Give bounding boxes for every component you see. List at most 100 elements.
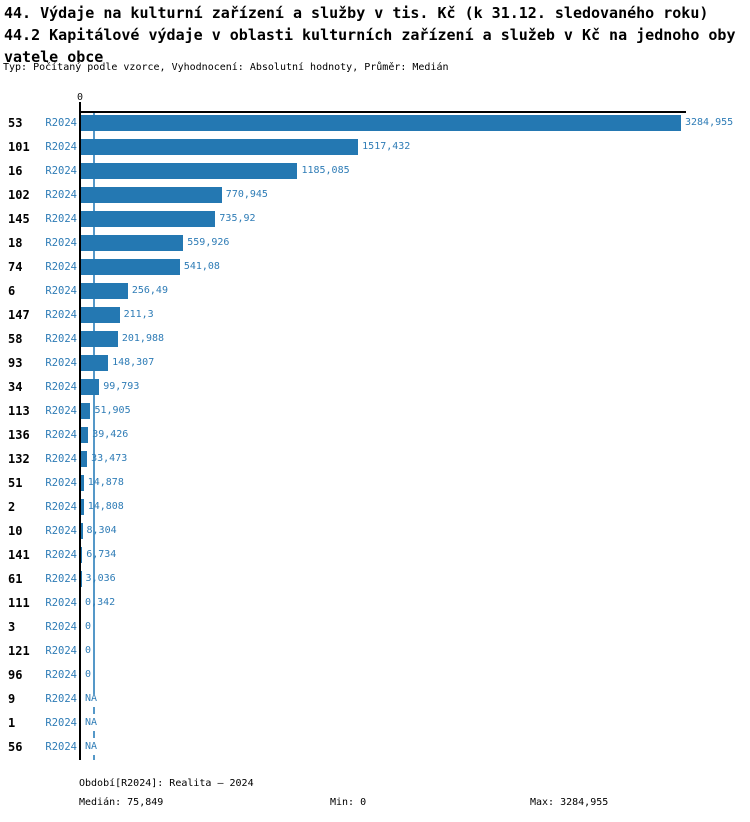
chart-row: 56 R2024 NA: [0, 735, 750, 759]
bar-value-label: NA: [85, 693, 98, 704]
bar: [81, 499, 84, 515]
median-marker-line: [93, 113, 95, 694]
footer-period-label: Období[R2024]: Realita – 2024: [79, 778, 254, 789]
chart-row: 132 R2024 33,473: [0, 447, 750, 471]
row-series-tag: R2024: [45, 453, 77, 465]
chart-row: 16 R2024 1185,085: [0, 159, 750, 183]
bar: [81, 547, 83, 563]
bar: [81, 259, 180, 275]
bar-value-label: 559,926: [187, 237, 230, 248]
x-axis-top-line: [79, 111, 686, 113]
row-category-label: 74: [8, 260, 23, 274]
row-series-tag: R2024: [45, 165, 77, 177]
row-category-label: 53: [8, 116, 23, 130]
row-series-tag: R2024: [45, 717, 77, 729]
bar: [81, 523, 83, 539]
row-category-label: 121: [8, 644, 30, 658]
bar-value-label: 256,49: [131, 285, 168, 296]
chart-row: 101 R2024 1517,432: [0, 135, 750, 159]
bar-value-label: 541,08: [183, 261, 220, 272]
chart-row: 121 R2024 0: [0, 639, 750, 663]
chart-row: 113 R2024 51,905: [0, 399, 750, 423]
chart-subtitle-line2: vatele obce: [4, 48, 104, 66]
chart-row: 96 R2024 0: [0, 663, 750, 687]
row-series-tag: R2024: [45, 141, 77, 153]
bar: [81, 307, 120, 323]
footer-max-label: Max: 3284,955: [530, 797, 609, 808]
bar: [81, 451, 88, 467]
row-category-label: 145: [8, 212, 30, 226]
chart-row: 34 R2024 99,793: [0, 375, 750, 399]
row-category-label: 102: [8, 188, 30, 202]
row-series-tag: R2024: [45, 333, 77, 345]
row-series-tag: R2024: [45, 357, 77, 369]
chart-row: 51 R2024 14,878: [0, 471, 750, 495]
chart-row: 111 R2024 0,342: [0, 591, 750, 615]
row-series-tag: R2024: [45, 645, 77, 657]
chart-row: 141 R2024 6,734: [0, 543, 750, 567]
chart-row: 147 R2024 211,3: [0, 303, 750, 327]
bar: [81, 235, 184, 251]
bar-value-label: 148,307: [112, 357, 155, 368]
bar-value-label: 14,808: [87, 501, 124, 512]
bar-value-label: 3284,955: [685, 117, 734, 128]
chart-subtitle-line1: 44.2 Kapitálové výdaje v oblasti kulturn…: [4, 26, 736, 44]
bar-value-label: 14,878: [87, 477, 124, 488]
row-category-label: 101: [8, 140, 30, 154]
row-category-label: 147: [8, 308, 30, 322]
chart-meta-line: Typ: Počítaný podle vzorce, Vyhodnocení:…: [3, 62, 449, 73]
bar-value-label: 0: [85, 669, 92, 680]
row-series-tag: R2024: [45, 117, 77, 129]
row-category-label: 51: [8, 476, 23, 490]
row-category-label: 18: [8, 236, 23, 250]
bar: [81, 379, 100, 395]
footer-min-label: Min: 0: [330, 797, 367, 808]
bar: [81, 211, 216, 227]
row-series-tag: R2024: [45, 741, 77, 753]
row-series-tag: R2024: [45, 477, 77, 489]
row-series-tag: R2024: [45, 693, 77, 705]
row-series-tag: R2024: [45, 669, 77, 681]
row-series-tag: R2024: [45, 573, 77, 585]
bar-value-label: 211,3: [123, 309, 154, 320]
bar-value-label: 39,426: [92, 429, 129, 440]
row-category-label: 141: [8, 548, 30, 562]
chart-row: 18 R2024 559,926: [0, 231, 750, 255]
bar: [81, 355, 109, 371]
row-series-tag: R2024: [45, 309, 77, 321]
bar-value-label: 735,92: [219, 213, 256, 224]
chart-row: 1 R2024 NA: [0, 711, 750, 735]
bar-value-label: 201,988: [121, 333, 165, 344]
row-series-tag: R2024: [45, 525, 77, 537]
chart-row: 58 R2024 201,988: [0, 327, 750, 351]
chart-row: 10 R2024 8,304: [0, 519, 750, 543]
row-category-label: 16: [8, 164, 23, 178]
bar: [81, 475, 84, 491]
row-category-label: 61: [8, 572, 23, 586]
bar-value-label: 0: [85, 645, 92, 656]
bar: [81, 163, 298, 179]
row-series-tag: R2024: [45, 285, 77, 297]
row-category-label: 10: [8, 524, 23, 538]
bar: [81, 187, 222, 203]
bar: [81, 403, 91, 419]
footer-median-label: Medián: 75,849: [79, 797, 164, 808]
row-series-tag: R2024: [45, 381, 77, 393]
chart-row: 74 R2024 541,08: [0, 255, 750, 279]
y-axis-line: [79, 102, 81, 760]
chart-title: 44. Výdaje na kulturní zařízení a služby…: [4, 4, 709, 22]
row-category-label: 9: [8, 692, 16, 706]
bar-value-label: 0,342: [85, 597, 116, 608]
chart-row: 136 R2024 39,426: [0, 423, 750, 447]
row-category-label: 56: [8, 740, 23, 754]
row-category-label: 93: [8, 356, 23, 370]
row-category-label: 96: [8, 668, 23, 682]
chart-row: 9 R2024 NA: [0, 687, 750, 711]
row-series-tag: R2024: [45, 501, 77, 513]
row-category-label: 132: [8, 452, 30, 466]
row-series-tag: R2024: [45, 597, 77, 609]
row-category-label: 6: [8, 284, 16, 298]
bar-value-label: 1185,085: [301, 165, 350, 176]
row-series-tag: R2024: [45, 237, 77, 249]
